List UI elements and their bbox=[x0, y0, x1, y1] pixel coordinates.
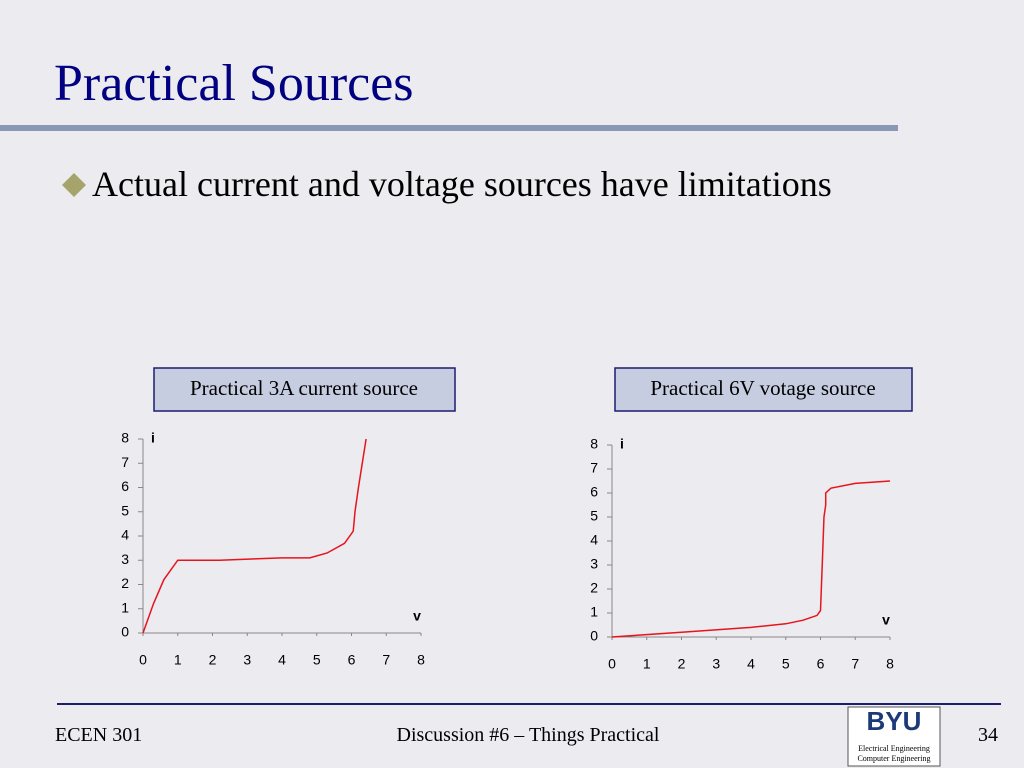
y-tick-label: 3 bbox=[590, 556, 598, 572]
y-tick-label: 8 bbox=[590, 436, 598, 452]
y-tick-label: 0 bbox=[121, 624, 129, 640]
x-tick-label: 2 bbox=[209, 652, 217, 668]
y-tick-label: 6 bbox=[121, 478, 129, 494]
footer-center: Discussion #6 – Things Practical bbox=[397, 724, 660, 746]
y-tick-label: 2 bbox=[121, 575, 129, 591]
y-tick-label: 4 bbox=[121, 527, 129, 543]
x-tick-label: 5 bbox=[782, 656, 790, 672]
logo-line: Electrical Engineering bbox=[858, 744, 930, 753]
data-line bbox=[142, 438, 367, 634]
x-tick-label: 3 bbox=[712, 656, 720, 672]
data-line bbox=[611, 480, 891, 638]
chart-title: Practical 3A current source bbox=[190, 376, 418, 400]
logo-name: BYU bbox=[867, 706, 922, 736]
x-axis-label: v bbox=[882, 612, 890, 628]
y-axis-label: i bbox=[151, 430, 155, 446]
y-tick-label: 3 bbox=[121, 551, 129, 567]
bullet-text: Actual current and voltage sources have … bbox=[92, 164, 832, 204]
x-tick-label: 6 bbox=[817, 656, 825, 672]
y-tick-label: 1 bbox=[590, 604, 598, 620]
chart-title-box bbox=[153, 367, 456, 412]
x-tick-label: 7 bbox=[382, 652, 390, 668]
chart-title: Practical 6V votage source bbox=[650, 376, 875, 400]
y-tick-label: 6 bbox=[590, 484, 598, 500]
x-tick-label: 1 bbox=[643, 656, 651, 672]
y-tick-label: 7 bbox=[590, 460, 598, 476]
x-tick-label: 7 bbox=[851, 656, 859, 672]
x-tick-label: 4 bbox=[278, 652, 286, 668]
x-tick-label: 4 bbox=[747, 656, 755, 672]
x-tick-label: 5 bbox=[313, 652, 321, 668]
y-tick-label: 5 bbox=[121, 502, 129, 518]
chart-title-box bbox=[614, 367, 913, 412]
bullet-box: Actual current and voltage sources have … bbox=[92, 164, 832, 204]
y-tick-label: 7 bbox=[121, 454, 129, 470]
x-tick-label: 6 bbox=[348, 652, 356, 668]
y-tick-label: 5 bbox=[590, 508, 598, 524]
y-axis-label: i bbox=[620, 436, 624, 452]
title-rule bbox=[0, 125, 898, 131]
x-tick-label: 0 bbox=[139, 652, 147, 668]
y-tick-label: 0 bbox=[590, 628, 598, 644]
x-tick-label: 1 bbox=[174, 652, 182, 668]
x-axis-label: v bbox=[413, 608, 421, 624]
y-tick-label: 2 bbox=[590, 580, 598, 596]
y-tick-label: 8 bbox=[121, 430, 129, 446]
bullet-diamond bbox=[62, 173, 86, 197]
x-tick-label: 3 bbox=[243, 652, 251, 668]
logo-line: Computer Engineering bbox=[857, 754, 930, 763]
x-tick-label: 0 bbox=[608, 656, 616, 672]
y-tick-label: 4 bbox=[590, 532, 598, 548]
footer-rule bbox=[57, 703, 1001, 705]
footer-left: ECEN 301 bbox=[55, 724, 142, 746]
x-tick-label: 8 bbox=[886, 656, 894, 672]
y-tick-label: 1 bbox=[121, 599, 129, 615]
logo-box bbox=[847, 706, 941, 767]
x-tick-label: 2 bbox=[678, 656, 686, 672]
x-tick-label: 8 bbox=[417, 652, 425, 668]
page-number: 34 bbox=[978, 724, 998, 746]
slide-title: Practical Sources bbox=[54, 55, 414, 112]
